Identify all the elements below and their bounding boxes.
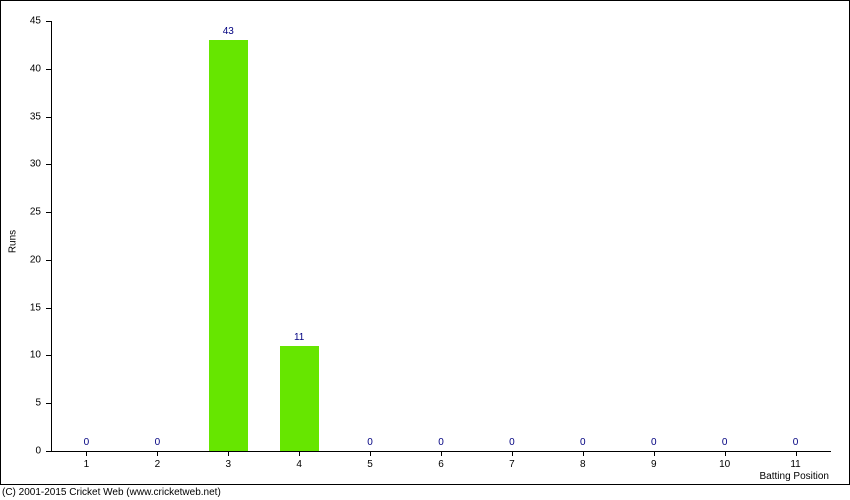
bar-value-label: 11	[294, 332, 304, 343]
chart-frame: 051015202530354045 1234567891011 0043110…	[0, 0, 850, 485]
y-tick	[46, 69, 51, 70]
y-tick-label: 35	[30, 111, 41, 122]
bar-value-label: 0	[509, 437, 515, 448]
x-tick	[654, 451, 655, 456]
x-tick	[86, 451, 87, 456]
copyright-text: (C) 2001-2015 Cricket Web (www.cricketwe…	[2, 487, 221, 498]
x-tick-label: 9	[651, 459, 657, 470]
x-tick	[299, 451, 300, 456]
bar-value-label: 0	[84, 437, 90, 448]
bar-value-label: 0	[722, 437, 728, 448]
x-tick	[441, 451, 442, 456]
x-tick	[512, 451, 513, 456]
y-tick	[46, 355, 51, 356]
y-tick	[46, 21, 51, 22]
y-tick-label: 0	[35, 446, 41, 457]
y-axis-label: Runs	[8, 230, 19, 253]
y-tick	[46, 308, 51, 309]
x-axis-label: Batting Position	[760, 471, 830, 482]
y-tick	[46, 451, 51, 452]
x-tick-label: 1	[84, 459, 90, 470]
bar-value-label: 0	[438, 437, 444, 448]
y-tick-label: 45	[30, 16, 41, 27]
bar-value-label: 43	[223, 26, 234, 37]
x-tick-label: 3	[225, 459, 231, 470]
y-tick	[46, 403, 51, 404]
y-tick-label: 15	[30, 302, 41, 313]
y-tick-label: 25	[30, 207, 41, 218]
x-tick-label: 6	[438, 459, 444, 470]
bar-value-label: 0	[580, 437, 586, 448]
y-axis	[51, 21, 52, 451]
bar-value-label: 0	[793, 437, 799, 448]
x-tick-label: 8	[580, 459, 586, 470]
bar-value-label: 0	[367, 437, 373, 448]
x-tick	[583, 451, 584, 456]
x-tick	[370, 451, 371, 456]
y-tick-label: 5	[35, 398, 41, 409]
y-tick	[46, 164, 51, 165]
y-tick	[46, 117, 51, 118]
y-tick	[46, 212, 51, 213]
x-tick-label: 10	[719, 459, 730, 470]
x-tick	[725, 451, 726, 456]
x-tick-label: 11	[790, 459, 800, 470]
y-tick-label: 20	[30, 254, 41, 265]
bar	[280, 346, 319, 451]
y-tick-label: 40	[30, 63, 41, 74]
x-tick	[228, 451, 229, 456]
x-tick-label: 4	[296, 459, 302, 470]
bar	[209, 40, 248, 451]
y-tick-label: 30	[30, 159, 41, 170]
bar-value-label: 0	[155, 437, 161, 448]
x-tick	[796, 451, 797, 456]
x-tick-label: 5	[367, 459, 373, 470]
y-tick-label: 10	[30, 350, 41, 361]
x-tick-label: 2	[155, 459, 161, 470]
x-tick	[157, 451, 158, 456]
bar-value-label: 0	[651, 437, 657, 448]
x-tick-label: 7	[509, 459, 515, 470]
y-tick	[46, 260, 51, 261]
